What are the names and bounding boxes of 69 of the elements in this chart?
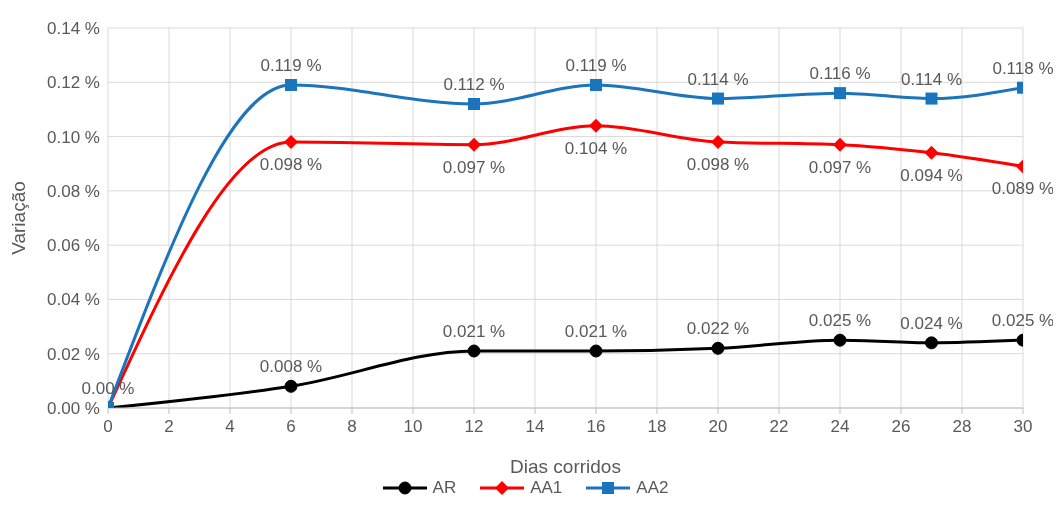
x-tick-label: 6 [286, 417, 296, 436]
data-label: 0.022 % [686, 319, 750, 339]
point [467, 344, 481, 358]
data-label: 0.024 % [900, 313, 963, 333]
point [925, 92, 938, 105]
x-tick-label: 18 [647, 417, 667, 436]
x-tick-label: 28 [952, 417, 972, 436]
data-label: 0.021 % [564, 322, 628, 341]
point [711, 135, 725, 149]
y-tick-label: 0.14 % [47, 19, 100, 39]
point [589, 118, 603, 133]
legend-label: AA2 [636, 478, 669, 498]
x-tick-label: 16 [586, 417, 606, 436]
point [712, 92, 724, 105]
x-tick-label: 4 [225, 417, 235, 436]
point [924, 145, 939, 160]
y-tick-label: 0.12 % [47, 73, 100, 93]
y-tick-label: 0.10 % [47, 127, 100, 147]
x-tick-label: 20 [708, 417, 728, 436]
x-tick-label: 22 [769, 417, 789, 436]
data-label: 0.114 % [900, 69, 963, 89]
x-tick-label: 0 [103, 417, 113, 436]
data-label: 0.097 % [808, 157, 872, 177]
point [590, 79, 602, 91]
data-label: 0.114 % [687, 69, 749, 89]
y-tick-label: 0.04 % [47, 290, 100, 310]
data-label: 0.008 % [259, 357, 323, 377]
y-tick-label: 0.06 % [47, 236, 100, 256]
y-tick-label: 0.08 % [47, 181, 100, 201]
y-axis-title: Variação [7, 181, 29, 255]
point [833, 333, 847, 347]
x-axis-title: Dias corridos [510, 456, 621, 477]
data-label: 0.021 % [442, 322, 506, 341]
y-tick-label: 0.02 % [47, 344, 100, 364]
data-label: 0.097 % [442, 157, 506, 177]
point [589, 344, 603, 358]
point [468, 98, 480, 110]
x-tick-label: 30 [1013, 417, 1033, 436]
data-label: 0.00 % [81, 379, 135, 398]
data-label: 0.112 % [443, 75, 505, 94]
data-label: 0.104 % [564, 138, 628, 158]
x-tick-label: 12 [464, 417, 484, 436]
point [467, 137, 481, 152]
legend-label: AA1 [530, 478, 563, 498]
point [284, 379, 298, 393]
y-tick-label: 0.00 % [47, 399, 100, 419]
x-tick-label: 24 [830, 417, 850, 436]
data-label: 0.118 % [992, 58, 1054, 78]
data-label: 0.025 % [991, 311, 1055, 331]
x-tick-label: 10 [403, 417, 423, 436]
x-tick-label: 2 [164, 417, 174, 436]
point [284, 135, 298, 149]
point [925, 336, 938, 350]
data-label: 0.098 % [686, 155, 750, 174]
x-tick-label: 26 [891, 417, 911, 436]
point [833, 137, 847, 152]
data-label: 0.119 % [565, 56, 627, 75]
x-tick-label: 14 [525, 417, 545, 436]
point [834, 87, 846, 100]
data-label: 0.089 % [991, 179, 1055, 199]
point [285, 79, 297, 91]
data-label: 0.094 % [900, 165, 963, 185]
data-label: 0.098 % [259, 155, 323, 174]
x-tick-label: 8 [347, 417, 357, 436]
point [711, 341, 725, 355]
data-label: 0.025 % [808, 311, 872, 331]
legend-label: AR [432, 478, 457, 498]
data-label: 0.119 % [260, 56, 322, 75]
data-label: 0.116 % [809, 64, 871, 84]
